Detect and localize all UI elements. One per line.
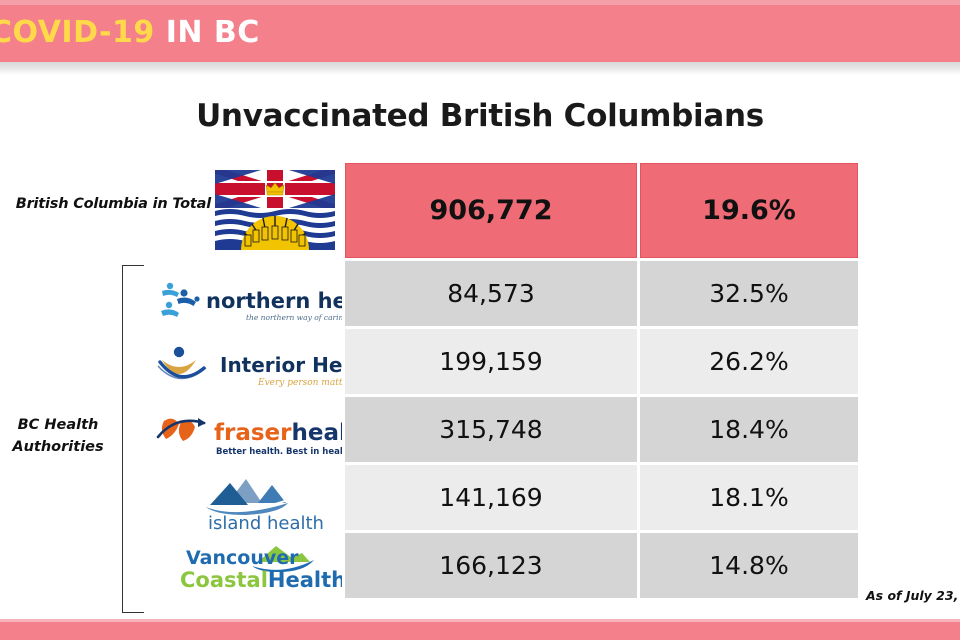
banner-title-covid: COVID-19 <box>0 15 155 50</box>
cell-percent-northern: 32.5% <box>640 261 858 326</box>
vancouver-coastal-health-logo: Vancouver CoastalHealth <box>150 540 346 605</box>
cell-count-vancouver-coastal: 166,123 <box>345 533 637 598</box>
cell-count-fraser: 315,748 <box>345 397 637 462</box>
cell-percent-island: 18.1% <box>640 465 858 530</box>
banner-title-inbc: IN BC <box>154 15 260 50</box>
vancouver-coastal-health-logo-svg: Vancouver CoastalHealth <box>180 546 346 592</box>
island-health-logo: island health <box>150 473 342 538</box>
svg-text:Interior Health: Interior Health <box>220 353 342 377</box>
svg-text:the northern way of caring: the northern way of caring <box>246 313 342 322</box>
island-health-logo-svg: island health <box>206 479 324 534</box>
top-banner: COVID-19 IN BC <box>0 0 960 76</box>
svg-text:northern health: northern health <box>206 289 342 313</box>
row-group-label-bc-health-authorities: BC Health Authorities <box>2 414 114 458</box>
health-authorities-bracket <box>122 265 144 613</box>
cell-percent-vancouver-coastal: 14.8% <box>640 533 858 598</box>
table-row: 199,159 26.2% <box>345 329 858 394</box>
cell-count-island: 141,169 <box>345 465 637 530</box>
banner-background: COVID-19 IN BC <box>0 5 960 62</box>
table-row: 84,573 32.5% <box>345 261 858 326</box>
footer-banner <box>0 622 960 640</box>
banner-title: COVID-19 IN BC <box>0 17 260 49</box>
row-label-british-columbia-total: British Columbia in Total <box>15 196 211 212</box>
svg-text:fraserhealth: fraserhealth <box>214 420 342 446</box>
svg-text:Better health. Best in health: Better health. Best in health care. <box>216 447 342 457</box>
table-row: 315,748 18.4% <box>345 397 858 462</box>
cell-count-total: 906,772 <box>345 163 637 258</box>
banner-top-accent-line <box>0 0 960 5</box>
interior-health-logo-svg: Interior Health Every person matters <box>157 346 387 388</box>
cell-percent-interior: 26.2% <box>640 329 858 394</box>
cell-percent-total: 19.6% <box>640 163 858 258</box>
svg-text:island health: island health <box>208 513 324 534</box>
banner-drop-shadow <box>0 62 960 75</box>
cell-count-interior: 199,159 <box>345 329 637 394</box>
svg-text:Vancouver: Vancouver <box>186 547 299 569</box>
northern-health-logo-svg: northern health the northern way of cari… <box>161 282 393 322</box>
table-row: 141,169 18.1% <box>345 465 858 530</box>
fraser-health-logo-svg: fraserhealth Better health. Best in heal… <box>156 418 380 457</box>
table-row: 906,772 19.6% <box>345 163 858 258</box>
group-label-line-2: Authorities <box>12 439 104 455</box>
northern-health-logo: northern health the northern way of cari… <box>150 272 393 337</box>
bc-flag-svg <box>215 170 335 250</box>
cell-count-northern: 84,573 <box>345 261 637 326</box>
unvaccinated-data-table: 906,772 19.6% 84,573 32.5% 199,159 26.2%… <box>345 163 858 601</box>
fraser-health-logo: fraserhealth Better health. Best in heal… <box>150 407 380 472</box>
bc-flag-icon <box>215 170 335 250</box>
as-of-date-footnote: As of July 23, 202 <box>866 588 960 603</box>
page-title: Unvaccinated British Columbians <box>196 98 764 134</box>
group-label-line-1: BC Health <box>17 417 99 433</box>
table-row: 166,123 14.8% <box>345 533 858 598</box>
svg-text:Every person matters: Every person matters <box>257 378 342 388</box>
interior-health-logo: Interior Health Every person matters <box>150 340 387 405</box>
footer-accent-line <box>0 619 960 622</box>
svg-text:CoastalHealth: CoastalHealth <box>180 568 342 592</box>
cell-percent-fraser: 18.4% <box>640 397 858 462</box>
